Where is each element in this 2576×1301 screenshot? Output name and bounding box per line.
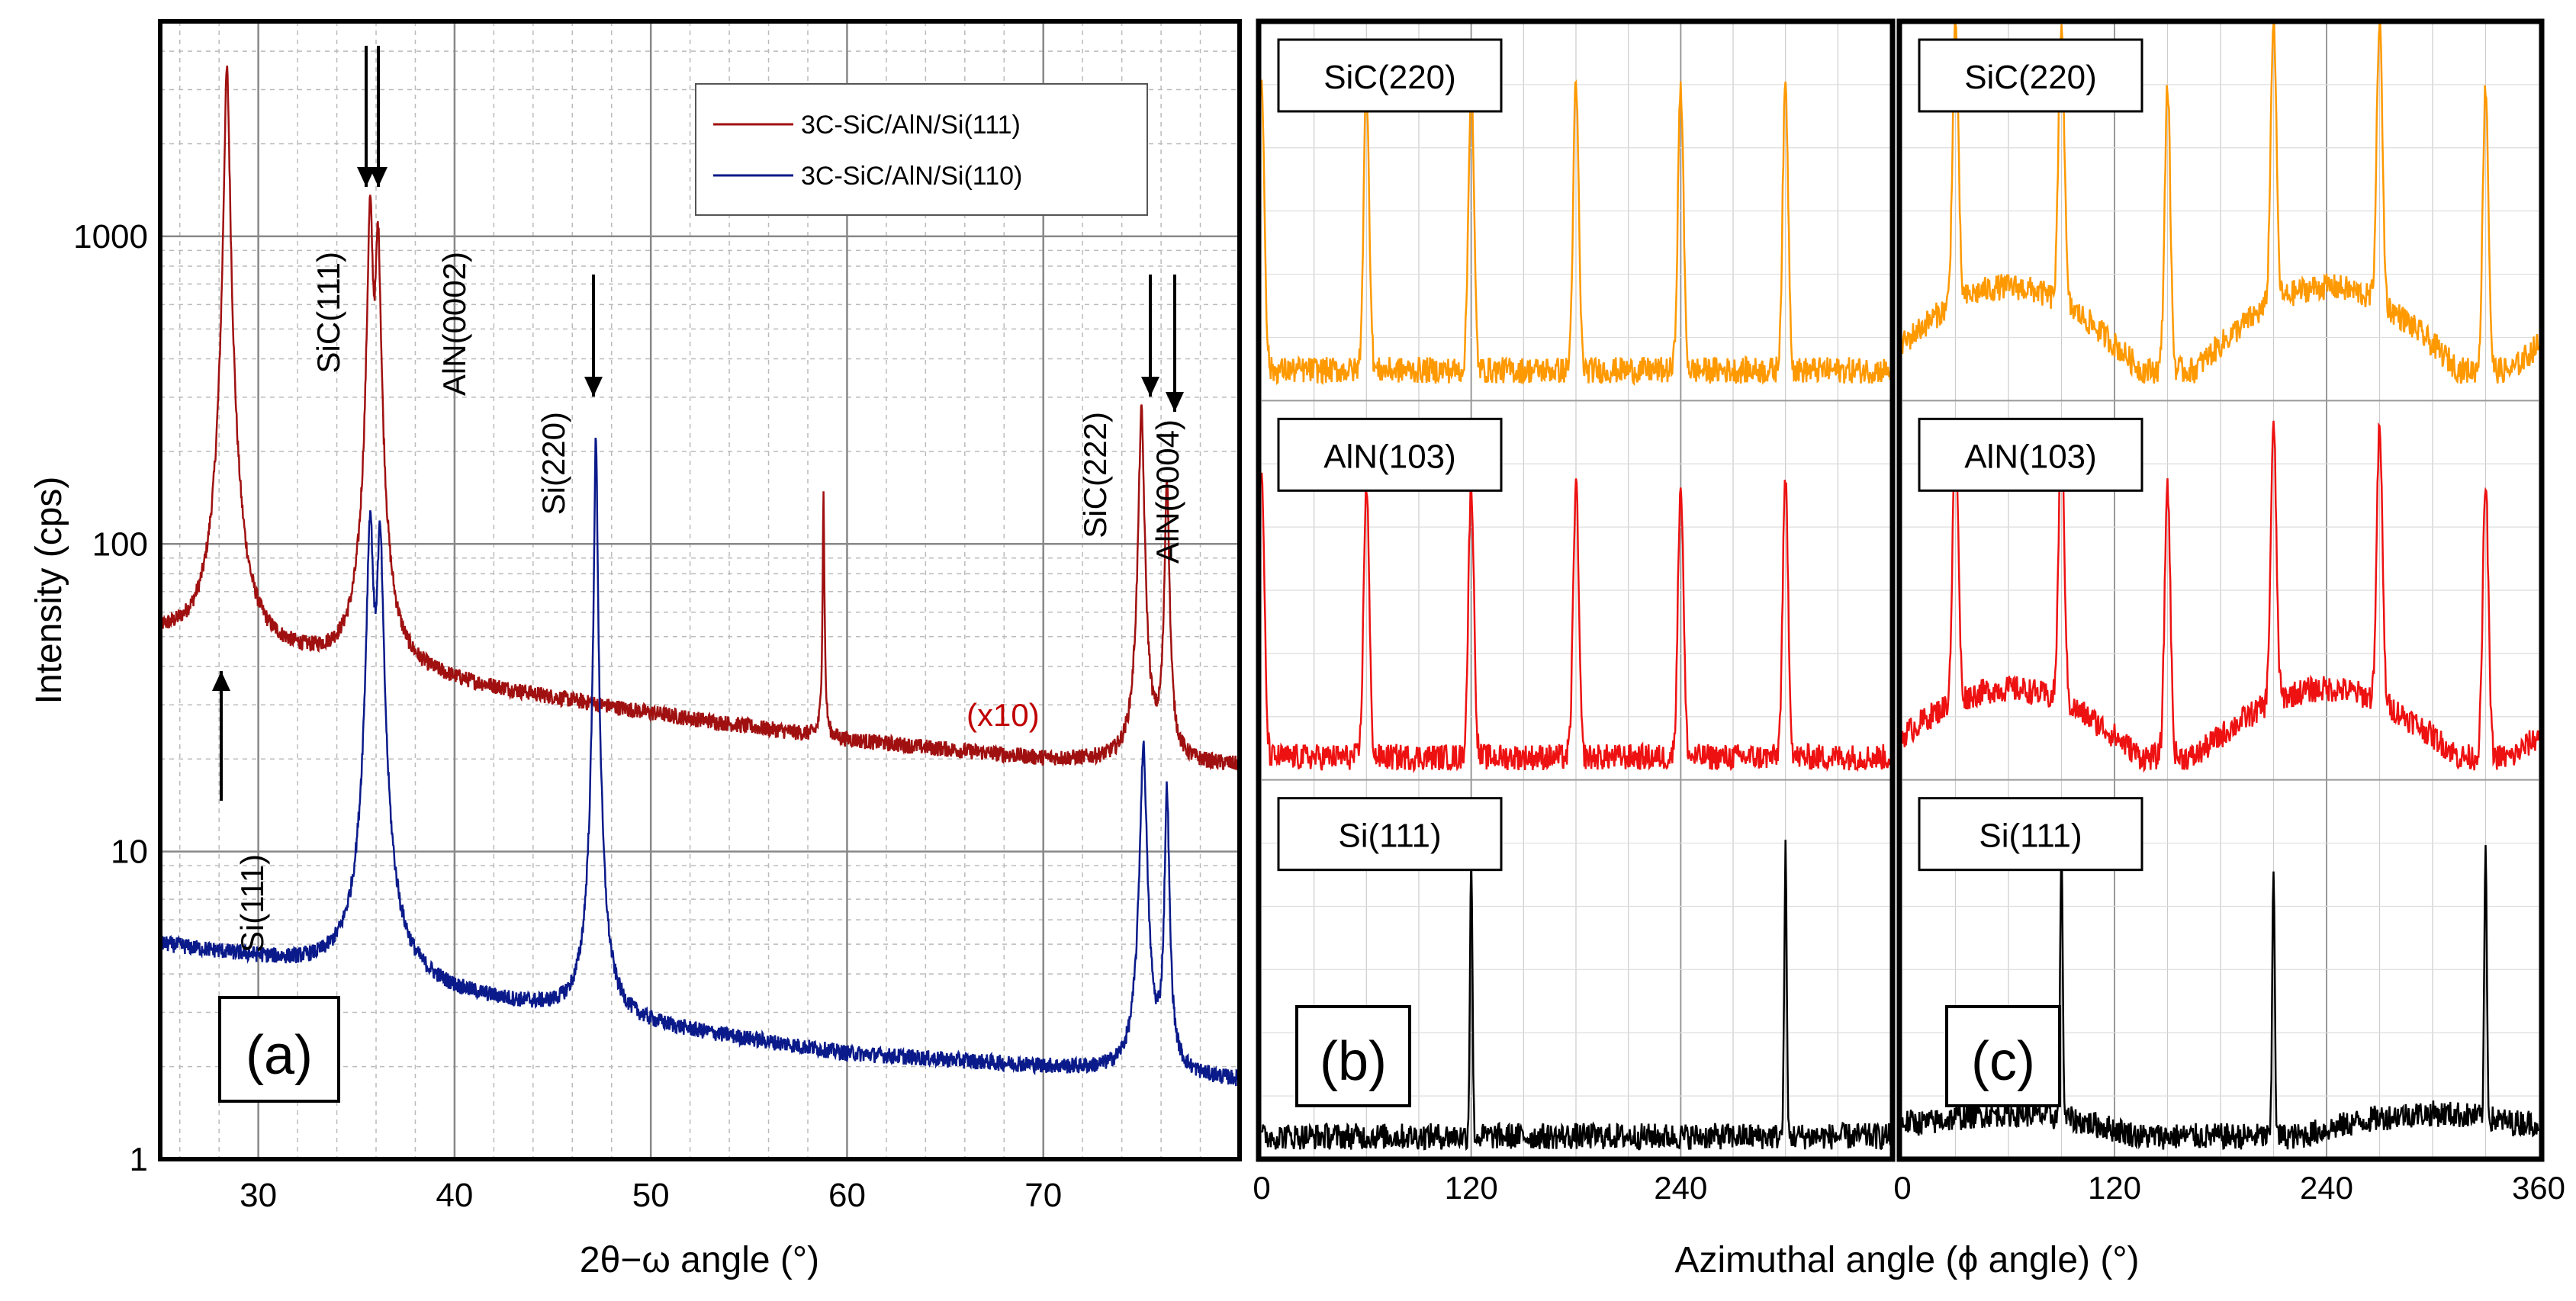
azimuthal-x-axis-label: Azimuthal angle (ϕ angle) (°) [1675,1240,2140,1280]
series-line-sic111 [159,65,1241,771]
subplot-label: Si(111) [1918,797,2143,872]
x-tick-label: 70 [1024,1177,1062,1214]
panel-a-label: (a) [246,1025,313,1086]
x-tick-label: 240 [2300,1170,2353,1206]
annotation-sic222: SiC(222) [1077,412,1113,538]
subplot-label-box [1918,797,2143,872]
subplot-label-text: Si(111) [1979,818,2082,855]
subplot-label-text: AlN(103) [1964,438,2097,475]
annotation-arrowhead [212,671,230,691]
x-tick-label: 120 [1445,1170,1498,1206]
y-tick-label: 100 [92,525,148,563]
panel-a-x-axis-label: 2θ−ω angle (°) [580,1240,819,1280]
panel-a-tick-labels: 30 40 50 60 70 1 10 100 1000 [73,218,1062,1214]
x-tick-label: 120 [2088,1170,2141,1206]
panel-c-subplots: SiC(220) AlN(103) Si(111) [1901,21,2540,1159]
panel-b-label: (b) [1320,1031,1387,1092]
subplot-label-box [1918,417,2143,492]
panel-b-label-box [1295,1005,1411,1107]
panel-c: SiC(220) AlN(103) Si(111) (c) 0 120 240 360 [1893,18,2565,1206]
annotation-arrowhead [357,167,375,187]
panel-b-frame [1256,18,1896,1162]
annotation-aln0004: AlN(0004) [1150,419,1185,564]
trace-sic220 [1901,23,2540,384]
annotation-si220: Si(220) [535,412,571,515]
annotation-x10: (x10) [966,697,1040,733]
annotation-sic111: SiC(111) [310,252,346,374]
y-tick-label: 1000 [73,218,148,255]
panel-a: Si(111) SiC(111) AlN(0002) Si(220) SiC(222) A… [29,19,1242,1280]
panel-c-frame [1896,18,2545,1162]
panel-a-label-box [218,996,340,1103]
panel-c-label-box [1945,1005,2061,1107]
x-tick-label: 40 [436,1177,473,1214]
trace-si111 [1260,840,1892,1152]
panel-c-label: (c) [1971,1031,2035,1092]
legend-label-sic111: 3C-SiC/AlN/Si(111) [801,111,1021,140]
subplot-label-text: Si(111) [1338,818,1441,855]
subplot-label-box [1277,797,1503,872]
subplot-label: SiC(220) [1277,38,1503,113]
trace-aln103 [1260,472,1892,773]
panel-a-frame [158,19,1242,1161]
subplot-label-text: SiC(220) [1323,59,1456,96]
subplot-label-box [1918,38,2143,113]
subplot-label-box [1277,38,1503,113]
x-tick-label: 30 [240,1177,277,1214]
panel-b-tick-labels: 0 120 240 [1253,1170,1707,1206]
x-tick-label: 50 [632,1177,670,1214]
panel-b-subplots: SiC(220) AlN(103) Si(111) [1260,21,1892,1159]
subplot-label: AlN(103) [1918,417,2143,492]
annotation-arrowhead [1141,377,1159,397]
x-tick-label: 240 [1654,1170,1707,1206]
subplot-label-text: SiC(220) [1964,59,2097,96]
y-tick-label: 1 [130,1141,148,1178]
annotation-arrowhead [369,167,388,187]
subplot-label: Si(111) [1277,797,1503,872]
panel-a-legend: 3C-SiC/AlN/Si(111) 3C-SiC/AlN/Si(110) [695,83,1148,216]
x-tick-label: 0 [1253,1170,1270,1206]
annotation-arrowhead [1166,392,1184,412]
legend-label-sic110: 3C-SiC/AlN/Si(110) [801,162,1022,191]
annotation-aln0002: AlN(0002) [436,252,472,396]
x-tick-label: 360 [2512,1170,2565,1206]
trace-aln103 [1901,420,2540,773]
panel-b: SiC(220) AlN(103) Si(111) (b) 0 120 240 [1253,18,1896,1206]
subplot-label: SiC(220) [1918,38,2143,113]
panel-a-series [159,65,1241,1087]
panel-a-y-axis-label: Intensity (cps) [29,477,69,705]
subplot-label: AlN(103) [1277,417,1503,492]
panel-c-tick-labels: 0 120 240 360 [1893,1170,2565,1206]
annotation-arrowhead [584,377,603,397]
annotation-si111: Si(111) [234,854,270,952]
x-tick-label: 60 [828,1177,866,1214]
subplot-label-text: AlN(103) [1323,438,1456,475]
x-tick-label: 0 [1893,1170,1911,1206]
y-tick-label: 10 [111,834,148,871]
subplot-label-box [1277,417,1503,492]
panel-a-annotations: Si(111) SiC(111) AlN(0002) Si(220) SiC(222) A… [212,46,1185,952]
series-line-sic110 [159,437,1241,1087]
